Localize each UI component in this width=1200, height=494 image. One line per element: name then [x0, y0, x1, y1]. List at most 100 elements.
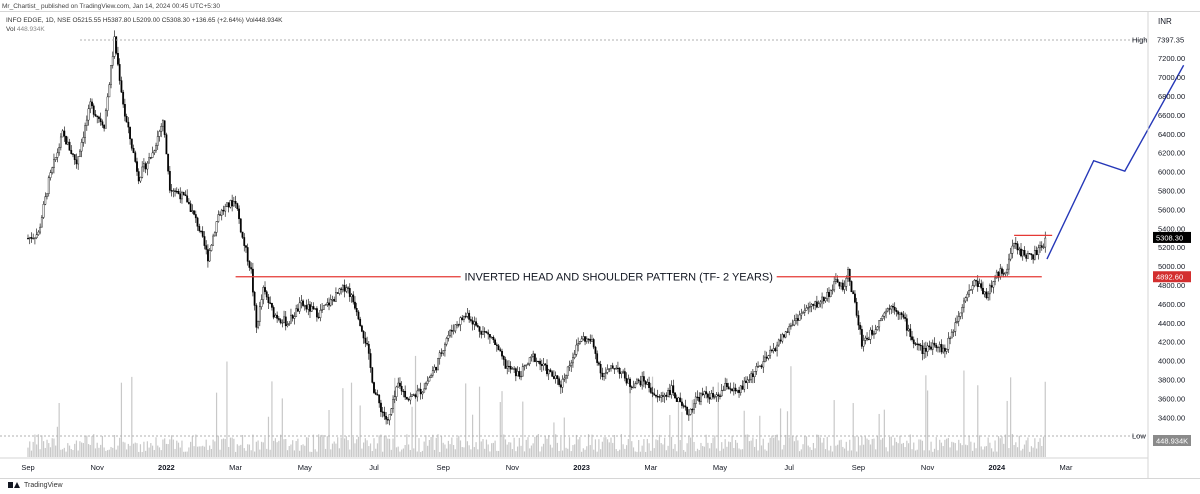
- candle-body: [625, 377, 628, 384]
- candle-body: [343, 284, 346, 292]
- candle-body: [660, 395, 663, 398]
- volume-bar: [762, 438, 764, 457]
- candle-body: [300, 300, 303, 304]
- volume-bar: [603, 437, 605, 457]
- candle-body: [674, 392, 676, 399]
- candle-body: [464, 316, 467, 318]
- candle-body: [539, 360, 541, 365]
- candle-body: [426, 380, 429, 384]
- candle-body: [642, 376, 645, 382]
- candle-body: [549, 369, 552, 372]
- volume-bar: [283, 439, 285, 457]
- volume-bar: [584, 449, 586, 457]
- candle-body: [34, 237, 36, 239]
- volume-bar: [235, 451, 237, 457]
- volume-bar: [745, 434, 747, 457]
- candle-body: [765, 356, 768, 359]
- volume-bar: [771, 435, 773, 457]
- candle-body: [632, 387, 635, 389]
- candle-body: [803, 309, 806, 313]
- volume-bar: [693, 441, 695, 457]
- volume-bar: [110, 446, 112, 457]
- volume-bar: [875, 449, 877, 457]
- price-tick-label: 4600.00: [1158, 300, 1185, 309]
- candle-body: [608, 368, 611, 370]
- candle-body: [115, 36, 118, 54]
- candle-body: [835, 279, 837, 282]
- candle-body: [155, 145, 157, 151]
- volume-bar: [146, 441, 148, 457]
- volume-bar: [342, 388, 344, 457]
- volume-bar: [350, 382, 353, 457]
- candle-body: [1044, 237, 1047, 248]
- candle-body: [205, 245, 208, 250]
- volume-bar: [359, 405, 361, 457]
- volume-bar: [96, 442, 98, 457]
- volume-bar: [899, 435, 901, 457]
- volume-bar: [940, 442, 943, 457]
- time-tick-label: Nov: [921, 463, 935, 472]
- candle-body: [1001, 268, 1003, 274]
- candle-body: [405, 396, 408, 400]
- volume-bar: [124, 442, 126, 457]
- candle-body: [317, 316, 320, 319]
- candle-body: [77, 156, 80, 165]
- candle-body: [658, 396, 661, 398]
- candle-body: [871, 329, 874, 335]
- candle-body: [367, 343, 370, 354]
- candle-body: [63, 130, 66, 137]
- volume-bar: [774, 434, 776, 457]
- volume-bar: [482, 438, 484, 457]
- price-axis[interactable]: 3400.00 3600.00 3800.00 4000.00 4200.00 4400.…: [1158, 54, 1185, 422]
- volume-bar: [691, 399, 693, 457]
- candle-body: [679, 397, 682, 403]
- candle-body: [241, 231, 244, 238]
- volume-bar: [970, 441, 972, 457]
- volume-bar: [240, 444, 242, 457]
- brand-label: TradingView: [24, 481, 63, 489]
- candle-body: [257, 321, 259, 328]
- volume-bar: [68, 445, 71, 457]
- volume-bar: [947, 437, 949, 457]
- candle-body: [817, 303, 820, 308]
- candle-body: [303, 305, 306, 307]
- candle-body: [611, 365, 614, 369]
- volume-bar: [946, 438, 948, 457]
- candle-body: [668, 390, 671, 395]
- volume-bar: [205, 439, 207, 457]
- volume-bar: [828, 450, 830, 457]
- candle-body: [106, 96, 109, 111]
- volume-bar: [228, 446, 230, 457]
- volume-bar: [191, 436, 193, 457]
- volume-bar: [122, 441, 124, 457]
- candle-body: [172, 190, 175, 192]
- tradingview-brand[interactable]: TradingView: [8, 481, 63, 489]
- volume-bar: [819, 437, 821, 457]
- volume-bar: [446, 448, 448, 457]
- candle-body: [999, 268, 1002, 278]
- candle-body: [144, 163, 147, 170]
- volume-bar: [778, 440, 780, 457]
- price-tick-label: 7200.00: [1158, 54, 1185, 63]
- candle-body: [452, 330, 455, 332]
- candle-body: [136, 161, 138, 172]
- time-axis[interactable]: Sep Nov 2022 Mar May Jul Sep Nov 2023 Mar May Jul Se…: [21, 463, 1073, 472]
- volume-bar: [556, 442, 558, 457]
- candle-body: [494, 339, 496, 346]
- candle-body: [521, 366, 524, 377]
- volume-bar: [1027, 437, 1029, 457]
- candle-body: [682, 405, 685, 407]
- volume-bar: [703, 446, 706, 457]
- volume-bar: [600, 449, 602, 457]
- candle-body: [198, 226, 201, 232]
- volume-bar: [376, 443, 379, 457]
- volume-bar: [162, 439, 164, 457]
- volume-bar: [657, 440, 659, 457]
- candle-body: [423, 388, 426, 393]
- candle-body: [573, 354, 576, 358]
- time-tick-label: 2022: [158, 463, 175, 472]
- volume-bar: [304, 445, 306, 457]
- candle-body: [101, 121, 104, 126]
- volume-bar: [750, 440, 752, 457]
